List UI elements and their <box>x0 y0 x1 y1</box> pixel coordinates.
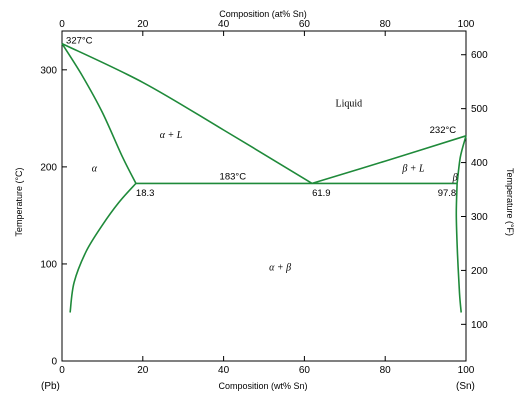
top-tick-label: 0 <box>59 19 65 30</box>
region-label: α + L <box>160 130 183 141</box>
annotation-label: 18.3 <box>136 188 155 199</box>
region-label: α + β <box>269 263 291 274</box>
x-axis-title-bottom: Composition (wt% Sn) <box>218 381 307 391</box>
right-tick-label: 600 <box>471 50 488 61</box>
y-axis-title-right: Temperature (°F) <box>505 168 515 236</box>
right-tick-label: 100 <box>471 320 488 331</box>
curve-solvus-alpha <box>69 182 137 313</box>
annotation-label: 327°C <box>66 36 93 47</box>
y-axis-title-left: Temperature (°C) <box>14 167 24 236</box>
curve-liquidus-left <box>61 42 313 185</box>
x-end-label-right: (Sn) <box>456 381 475 392</box>
x-axis-title-top: Composition (at% Sn) <box>219 9 307 19</box>
right-tick-label: 300 <box>471 212 488 223</box>
x-tick-label: 40 <box>218 365 230 376</box>
plot-frame <box>61 30 467 362</box>
top-tick-label: 60 <box>299 19 311 30</box>
right-tick-label: 200 <box>471 266 488 277</box>
curve-solidus-right <box>456 135 467 184</box>
x-tick-label: 60 <box>299 365 311 376</box>
y-tick-label: 100 <box>40 259 57 270</box>
top-tick-label: 80 <box>380 19 392 30</box>
curve-liquidus-right <box>311 135 467 185</box>
top-tick-label: 20 <box>137 19 149 30</box>
x-end-label-left: (Pb) <box>41 381 60 392</box>
top-tick-label: 100 <box>458 19 475 30</box>
x-tick-label: 0 <box>59 365 65 376</box>
right-tick-label: 400 <box>471 158 488 169</box>
top-tick-label: 40 <box>218 19 230 30</box>
y-tick-label: 200 <box>40 162 57 173</box>
annotation-label: 61.9 <box>312 188 331 199</box>
region-label: α <box>92 164 98 175</box>
y-tick-label: 0 <box>51 357 57 368</box>
x-tick-label: 20 <box>137 365 149 376</box>
x-tick-label: 100 <box>458 365 475 376</box>
annotation-label: 232°C <box>430 125 457 136</box>
x-tick-label: 80 <box>380 365 392 376</box>
curve-solvus-beta <box>455 183 462 313</box>
curve-solidus-left <box>61 43 137 184</box>
region-label: Liquid <box>336 99 363 110</box>
y-tick-label: 300 <box>40 65 57 76</box>
region-label: β + L <box>401 164 425 175</box>
region-label: β <box>452 172 458 183</box>
right-tick-label: 500 <box>471 104 488 115</box>
annotation-label: 97.8 <box>438 188 457 199</box>
annotation-label: 183°C <box>220 172 247 183</box>
